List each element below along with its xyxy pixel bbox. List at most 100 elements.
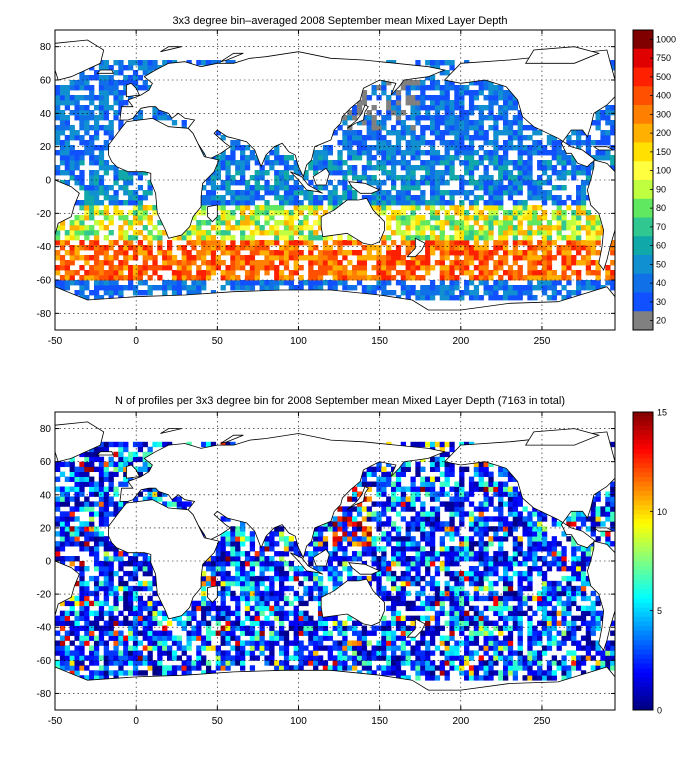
data-cell: [541, 675, 548, 681]
data-cell: [171, 285, 178, 291]
data-cell: [468, 570, 475, 577]
data-cell: [507, 650, 514, 656]
data-cell: [352, 110, 358, 116]
data-cell: [313, 220, 319, 226]
data-cell: [84, 275, 90, 281]
data-cell: [590, 160, 596, 166]
data-cell: [410, 225, 416, 231]
data-cell: [391, 265, 397, 271]
data-cell: [386, 541, 392, 547]
data-cell: [371, 180, 377, 186]
data-cell: [308, 260, 314, 266]
data-cell: [59, 100, 66, 106]
data-cell: [317, 585, 324, 592]
data-cell: [488, 556, 494, 562]
data-cell: [541, 595, 548, 602]
data-cell: [288, 575, 295, 582]
data-cell: [425, 670, 431, 676]
data-cell: [532, 551, 538, 557]
data-cell: [498, 260, 504, 266]
data-cell: [444, 235, 450, 241]
data-cell: [103, 60, 109, 66]
data-cell: [152, 60, 158, 66]
data-cell: [74, 110, 80, 116]
data-cell: [522, 145, 528, 151]
data-cell: [337, 575, 343, 582]
data-cell: [415, 105, 421, 111]
data-cell: [478, 120, 484, 126]
data-cell: [132, 250, 139, 256]
data-cell: [556, 225, 562, 231]
data-cell: [201, 205, 207, 211]
data-cell: [279, 160, 285, 166]
data-cell: [84, 605, 90, 612]
data-cell: [449, 195, 455, 201]
data-cell: [464, 260, 470, 266]
data-cell: [371, 551, 377, 557]
data-cell: [279, 645, 285, 651]
data-cell: [503, 585, 509, 592]
data-cell: [59, 90, 66, 96]
data-cell: [551, 140, 557, 146]
data-cell: [279, 255, 285, 261]
data-cell: [371, 625, 377, 631]
data-cell: [464, 115, 470, 121]
data-cell: [230, 580, 236, 587]
data-cell: [225, 561, 231, 567]
data-cell: [332, 205, 338, 211]
data-cell: [132, 635, 139, 641]
data-cell: [332, 260, 338, 266]
data-cell: [454, 210, 460, 216]
data-cell: [356, 135, 363, 141]
data-cell: [201, 270, 207, 276]
data-cell: [522, 665, 528, 671]
data-cell: [386, 155, 392, 161]
data-cell: [366, 660, 372, 666]
data-cell: [400, 285, 407, 291]
data-cell: [337, 280, 343, 286]
data-cell: [395, 260, 402, 266]
data-cell: [610, 60, 616, 66]
data-cell: [556, 155, 562, 161]
data-cell: [488, 150, 494, 156]
data-cell: [507, 250, 514, 256]
data-cell: [240, 195, 246, 201]
data-cell: [439, 160, 445, 166]
data-cell: [459, 100, 465, 106]
data-cell: [98, 175, 105, 181]
data-cell: [244, 551, 251, 557]
data-cell: [244, 610, 251, 617]
data-cell: [147, 650, 153, 656]
data-cell: [113, 100, 119, 106]
data-cell: [429, 551, 436, 557]
data-cell: [517, 240, 523, 246]
data-cell: [201, 250, 207, 256]
data-cell: [551, 640, 557, 646]
data-cell: [225, 630, 231, 636]
data-cell: [546, 235, 553, 241]
data-cell: [59, 85, 66, 91]
data-cell: [425, 285, 431, 291]
data-cell: [147, 561, 153, 567]
data-cell: [244, 220, 251, 226]
data-cell: [254, 250, 260, 256]
data-cell: [215, 175, 221, 181]
data-cell: [425, 570, 431, 577]
data-cell: [464, 90, 470, 96]
data-cell: [274, 255, 280, 261]
data-cell: [546, 645, 553, 651]
data-cell: [371, 205, 377, 211]
data-cell: [274, 270, 280, 276]
data-cell: [576, 205, 582, 211]
data-cell: [123, 580, 129, 587]
data-cell: [381, 125, 387, 131]
data-cell: [274, 640, 280, 646]
data-cell: [395, 135, 402, 141]
data-cell: [425, 620, 431, 626]
data-cell: [551, 275, 557, 281]
data-cell: [400, 125, 407, 131]
data-cell: [561, 620, 567, 626]
data-cell: [405, 200, 411, 206]
data-cell: [55, 556, 61, 562]
data-cell: [537, 145, 543, 151]
